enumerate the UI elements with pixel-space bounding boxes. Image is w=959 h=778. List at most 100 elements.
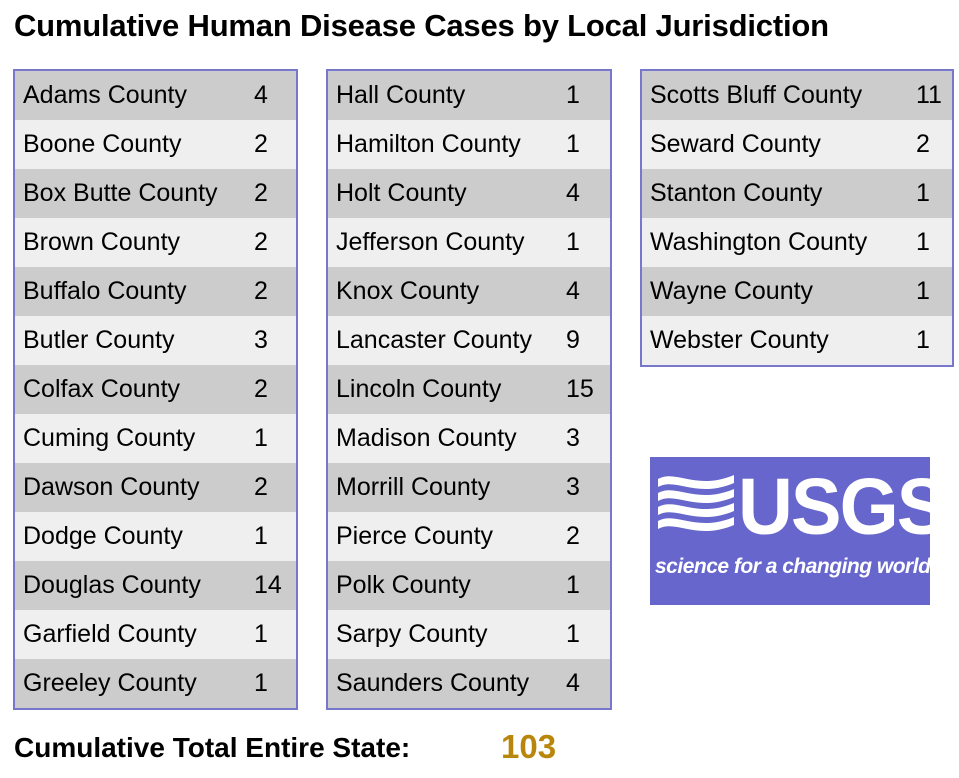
table-row: Hamilton County 1	[328, 120, 610, 169]
county-name: Morrill County	[336, 473, 491, 501]
county-name: Douglas County	[23, 571, 201, 599]
county-name: Greeley County	[23, 669, 197, 697]
case-count: 1	[566, 620, 580, 648]
case-count: 9	[566, 326, 580, 354]
county-name: Stanton County	[650, 179, 823, 207]
table-row: Adams County 4	[15, 71, 296, 120]
case-count: 2	[254, 228, 268, 256]
table-row: Stanton County 1	[642, 169, 952, 218]
table-row: Colfax County 2	[15, 365, 296, 414]
county-name: Sarpy County	[336, 620, 488, 648]
table-row: Polk County 1	[328, 561, 610, 610]
case-count: 1	[916, 326, 930, 354]
case-count: 1	[566, 571, 580, 599]
usgs-tagline: science for a changing world	[655, 555, 930, 578]
county-name: Dodge County	[23, 522, 183, 550]
case-count: 1	[254, 522, 268, 550]
county-name: Dawson County	[23, 473, 200, 501]
table-row: Sarpy County 1	[328, 610, 610, 659]
case-count: 1	[254, 424, 268, 452]
case-count: 4	[566, 669, 580, 697]
case-count: 3	[254, 326, 268, 354]
usgs-wordmark: USGS	[738, 462, 930, 552]
county-name: Saunders County	[336, 669, 530, 697]
table-row: Box Butte County 2	[15, 169, 296, 218]
case-count: 1	[566, 228, 580, 256]
county-name: Scotts Bluff County	[650, 81, 863, 109]
table-row: Boone County 2	[15, 120, 296, 169]
table-row: Scotts Bluff County 11	[642, 71, 952, 120]
page-title: Cumulative Human Disease Cases by Local …	[14, 8, 829, 43]
usgs-wave-icon	[658, 475, 734, 532]
county-name: Webster County	[650, 326, 829, 354]
county-name: Pierce County	[336, 522, 494, 550]
county-name: Wayne County	[650, 277, 814, 305]
table-row: Pierce County 2	[328, 512, 610, 561]
case-count: 1	[566, 130, 580, 158]
county-name: Colfax County	[23, 375, 181, 403]
case-count: 14	[254, 571, 282, 599]
table-row: Lincoln County 15	[328, 365, 610, 414]
table-row: Dawson County 2	[15, 463, 296, 512]
county-table-column-2: Hall County 1 Hamilton County 1 Holt County 4…	[326, 69, 612, 710]
county-name: Lancaster County	[336, 326, 532, 354]
county-name: Lincoln County	[336, 375, 502, 403]
case-count: 2	[254, 375, 268, 403]
case-count: 4	[254, 81, 268, 109]
table-row: Lancaster County 9	[328, 316, 610, 365]
table-row: Jefferson County 1	[328, 218, 610, 267]
case-count: 4	[566, 277, 580, 305]
table-row: Madison County 3	[328, 414, 610, 463]
county-name: Holt County	[336, 179, 467, 207]
table-row: Webster County 1	[642, 316, 952, 365]
case-count: 2	[566, 522, 580, 550]
county-name: Hamilton County	[336, 130, 521, 158]
table-row: Saunders County 4	[328, 659, 610, 708]
table-row: Morrill County 3	[328, 463, 610, 512]
case-count: 2	[254, 130, 268, 158]
county-name: Madison County	[336, 424, 517, 452]
county-name: Box Butte County	[23, 179, 218, 207]
table-row: Wayne County 1	[642, 267, 952, 316]
county-name: Jefferson County	[336, 228, 525, 256]
total-value: 103	[501, 728, 557, 765]
county-table-column-1: Adams County 4 Boone County 2 Box Butte Coun…	[13, 69, 298, 710]
county-name: Polk County	[336, 571, 471, 599]
county-name: Hall County	[336, 81, 466, 109]
case-count: 15	[566, 375, 594, 403]
county-name: Boone County	[23, 130, 182, 158]
county-name: Knox County	[336, 277, 480, 305]
case-count: 3	[566, 473, 580, 501]
case-count: 2	[916, 130, 930, 158]
case-count: 2	[254, 179, 268, 207]
case-count: 2	[254, 277, 268, 305]
table-row: Buffalo County 2	[15, 267, 296, 316]
table-row: Brown County 2	[15, 218, 296, 267]
table-row: Cuming County 1	[15, 414, 296, 463]
case-count: 4	[566, 179, 580, 207]
county-name: Seward County	[650, 130, 821, 158]
county-name: Garfield County	[23, 620, 197, 648]
case-count: 3	[566, 424, 580, 452]
table-row: Douglas County 14	[15, 561, 296, 610]
county-name: Brown County	[23, 228, 181, 256]
county-name: Cuming County	[23, 424, 196, 452]
case-count: 1	[916, 179, 930, 207]
total-label: Cumulative Total Entire State:	[14, 732, 411, 763]
case-count: 1	[254, 620, 268, 648]
usgs-logo: USGS science for a changing world	[650, 457, 930, 605]
table-row: Washington County 1	[642, 218, 952, 267]
table-row: Dodge County 1	[15, 512, 296, 561]
case-count: 11	[916, 81, 942, 109]
county-name: Buffalo County	[23, 277, 187, 305]
table-row: Greeley County 1	[15, 659, 296, 708]
table-row: Holt County 4	[328, 169, 610, 218]
case-count: 1	[916, 277, 930, 305]
case-count: 1	[916, 228, 930, 256]
table-row: Butler County 3	[15, 316, 296, 365]
table-row: Seward County 2	[642, 120, 952, 169]
case-count: 1	[254, 669, 268, 697]
case-count: 1	[566, 81, 580, 109]
table-row: Knox County 4	[328, 267, 610, 316]
table-row: Hall County 1	[328, 71, 610, 120]
